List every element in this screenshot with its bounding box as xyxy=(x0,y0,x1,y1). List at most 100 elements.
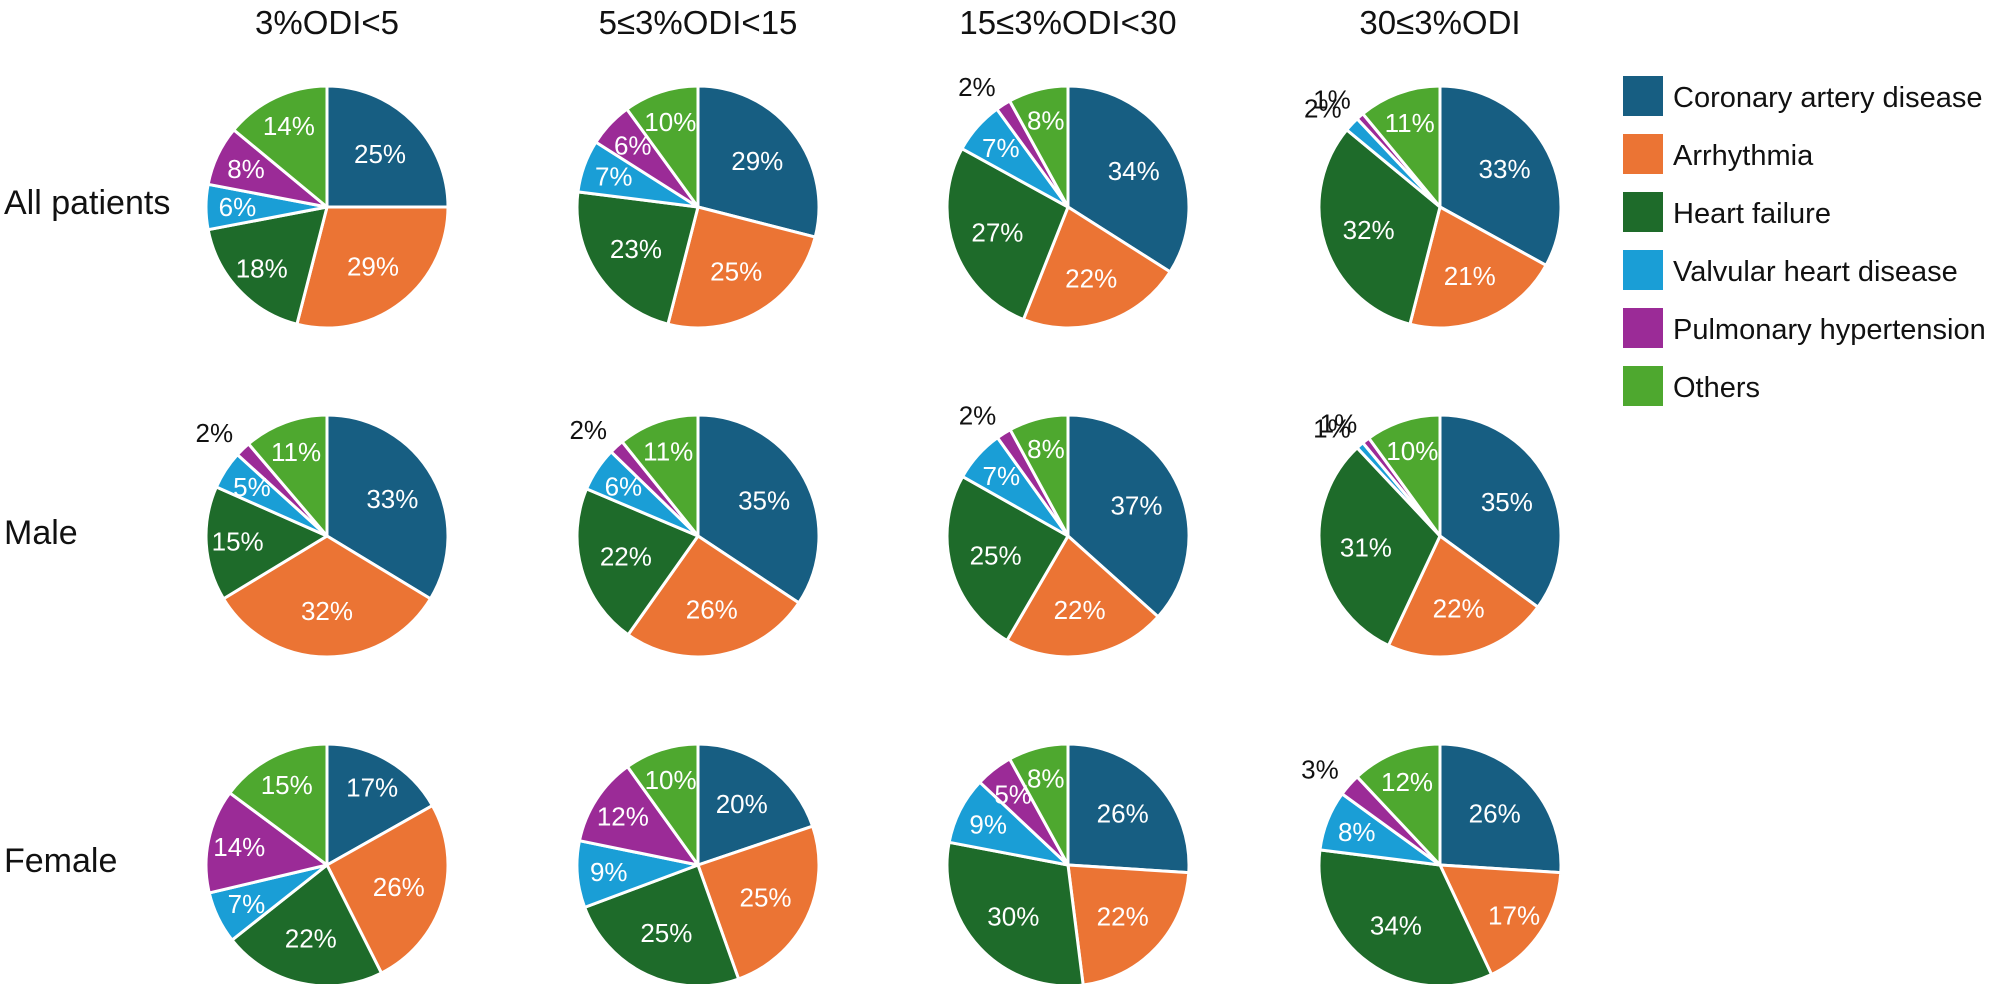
legend-swatch xyxy=(1623,366,1663,406)
slice-label-coronary-artery-disease: 33% xyxy=(366,484,418,514)
pie-all-patients-3pctodilt5: 25% 29% 18% 6% 8% 14% xyxy=(204,84,450,330)
slice-label-valvular-heart-disease: 6% xyxy=(219,192,257,222)
slice-others xyxy=(625,742,700,867)
legend-item-heart-failure: Heart failure xyxy=(1623,192,1831,232)
slice-heart-failure xyxy=(204,485,329,601)
pie-all-patients-15le3pctodilt30: 34% 22% 27% 7% 2% 8% xyxy=(945,72,1191,330)
slice-label-valvular-heart-disease: 1% xyxy=(1313,414,1351,444)
legend-label: Pulmonary hypertension xyxy=(1673,314,1986,346)
slice-others xyxy=(625,84,700,209)
slice-others xyxy=(620,413,700,538)
slice-label-arrhythmia: 26% xyxy=(686,595,738,625)
column-titles: 3%ODI<5 5≤3%ODI<15 15≤3%ODI<30 30≤3%ODI xyxy=(255,4,1521,41)
slice-label-others: 15% xyxy=(261,770,313,800)
slice-label-heart-failure: 22% xyxy=(600,542,652,572)
slice-coronary-artery-disease xyxy=(325,84,450,209)
slice-arrhythmia xyxy=(1438,863,1563,976)
slice-coronary-artery-disease xyxy=(325,742,434,867)
slice-label-coronary-artery-disease: 29% xyxy=(731,146,783,176)
slice-label-valvular-heart-disease: 6% xyxy=(605,472,643,502)
slice-label-arrhythmia: 32% xyxy=(301,596,353,626)
slice-label-pulmonary-hypertension: 3% xyxy=(1301,755,1339,785)
slice-label-others: 12% xyxy=(1381,767,1433,797)
legend-label: Arrhythmia xyxy=(1673,140,1814,172)
slice-coronary-artery-disease xyxy=(1438,413,1563,609)
slice-others xyxy=(1008,84,1070,209)
column-title-15le3pctodilt30: 15≤3%ODI<30 xyxy=(959,4,1176,41)
slice-label-arrhythmia: 25% xyxy=(739,883,791,913)
legend-item-pulmonary-hypertension: Pulmonary hypertension xyxy=(1623,308,1986,348)
row-label-all-patients: All patients xyxy=(4,184,170,222)
slice-label-valvular-heart-disease: 7% xyxy=(982,133,1020,163)
slice-label-others: 11% xyxy=(271,437,321,467)
legend-swatch xyxy=(1623,308,1663,348)
slice-label-pulmonary-hypertension: 8% xyxy=(227,154,265,184)
slice-label-heart-failure: 18% xyxy=(236,253,288,283)
slice-others xyxy=(1008,742,1070,867)
slice-label-coronary-artery-disease: 20% xyxy=(716,789,768,819)
pies: 25%29%18%6%8%14%29%25%23%7%6%10%34%22%27… xyxy=(196,72,1563,984)
legend: Coronary artery disease Arrhythmia Heart f… xyxy=(1623,76,1986,406)
slice-label-valvular-heart-disease: 9% xyxy=(590,857,628,887)
legend-item-coronary-artery-disease: Coronary artery disease xyxy=(1623,76,1982,116)
slice-coronary-artery-disease xyxy=(696,84,821,239)
slice-others xyxy=(1355,742,1442,867)
slice-arrhythmia xyxy=(1005,534,1160,659)
slice-label-valvular-heart-disease: 2% xyxy=(1304,94,1342,124)
slice-label-pulmonary-hypertension: 6% xyxy=(614,131,652,161)
pie-female-15le3pctodilt30: 26% 22% 30% 9%5%8% xyxy=(945,742,1191,984)
slice-label-valvular-heart-disease: 5% xyxy=(233,472,271,502)
slice-label-coronary-artery-disease: 37% xyxy=(1110,490,1162,520)
slice-others xyxy=(1361,84,1442,209)
slice-arrhythmia xyxy=(222,534,432,659)
slice-label-coronary-artery-disease: 25% xyxy=(354,139,406,169)
slice-label-others: 11% xyxy=(643,437,693,467)
legend-swatch xyxy=(1623,76,1663,116)
slice-label-heart-failure: 30% xyxy=(987,901,1039,931)
slice-pulmonary-hypertension xyxy=(577,765,700,867)
slice-coronary-artery-disease xyxy=(1066,413,1191,619)
slice-heart-failure xyxy=(575,487,700,637)
row-label-male: Male xyxy=(4,514,78,552)
slice-label-valvular-heart-disease: 7% xyxy=(983,461,1021,491)
slice-heart-failure xyxy=(945,475,1070,642)
slice-others xyxy=(1008,413,1070,538)
legend-item-others: Others xyxy=(1623,366,1760,406)
pie-female-3pctodilt5: 17% 26% 22% 7% 14% 15% xyxy=(204,742,450,984)
slice-label-pulmonary-hypertension: 1% xyxy=(1313,85,1351,115)
slice-label-coronary-artery-disease: 17% xyxy=(346,773,398,803)
slice-label-arrhythmia: 25% xyxy=(710,257,762,287)
slice-label-valvular-heart-disease: 8% xyxy=(1338,817,1376,847)
slice-heart-failure xyxy=(230,863,383,984)
slice-others xyxy=(247,413,329,538)
slice-coronary-artery-disease xyxy=(1438,742,1563,875)
legend-swatch xyxy=(1623,192,1663,232)
slice-others xyxy=(1367,413,1442,538)
slice-arrhythmia xyxy=(295,205,450,330)
slice-label-arrhythmia: 22% xyxy=(1097,901,1149,931)
slice-label-valvular-heart-disease: 7% xyxy=(595,162,633,192)
slice-heart-failure xyxy=(945,840,1085,984)
slice-label-heart-failure: 34% xyxy=(1370,911,1422,941)
slice-label-heart-failure: 15% xyxy=(212,527,264,557)
slice-heart-failure xyxy=(206,205,329,326)
pie-female-5le3pctodilt15: 20% 25% 25% 9% 12% 10% xyxy=(575,742,821,984)
legend-label: Valvular heart disease xyxy=(1673,256,1958,288)
slice-coronary-artery-disease xyxy=(1066,742,1191,875)
slice-coronary-artery-disease xyxy=(1438,84,1563,267)
slice-label-pulmonary-hypertension: 5% xyxy=(994,779,1032,809)
slice-others xyxy=(232,84,329,209)
slice-label-arrhythmia: 22% xyxy=(1433,594,1485,624)
slice-label-pulmonary-hypertension: 2% xyxy=(958,72,996,102)
slice-label-arrhythmia: 29% xyxy=(347,251,399,281)
pie-all-patients-5le3pctodilt15: 29% 25% 23% 7%6%10% xyxy=(575,84,821,330)
slice-label-heart-failure: 23% xyxy=(610,234,662,264)
slice-label-others: 14% xyxy=(263,111,315,141)
slice-arrhythmia xyxy=(696,824,821,981)
slice-label-heart-failure: 22% xyxy=(285,923,337,953)
slice-label-arrhythmia: 22% xyxy=(1054,595,1106,625)
slice-heart-failure xyxy=(1317,446,1442,647)
slice-label-arrhythmia: 26% xyxy=(373,872,425,902)
slice-label-pulmonary-hypertension: 2% xyxy=(959,401,997,431)
